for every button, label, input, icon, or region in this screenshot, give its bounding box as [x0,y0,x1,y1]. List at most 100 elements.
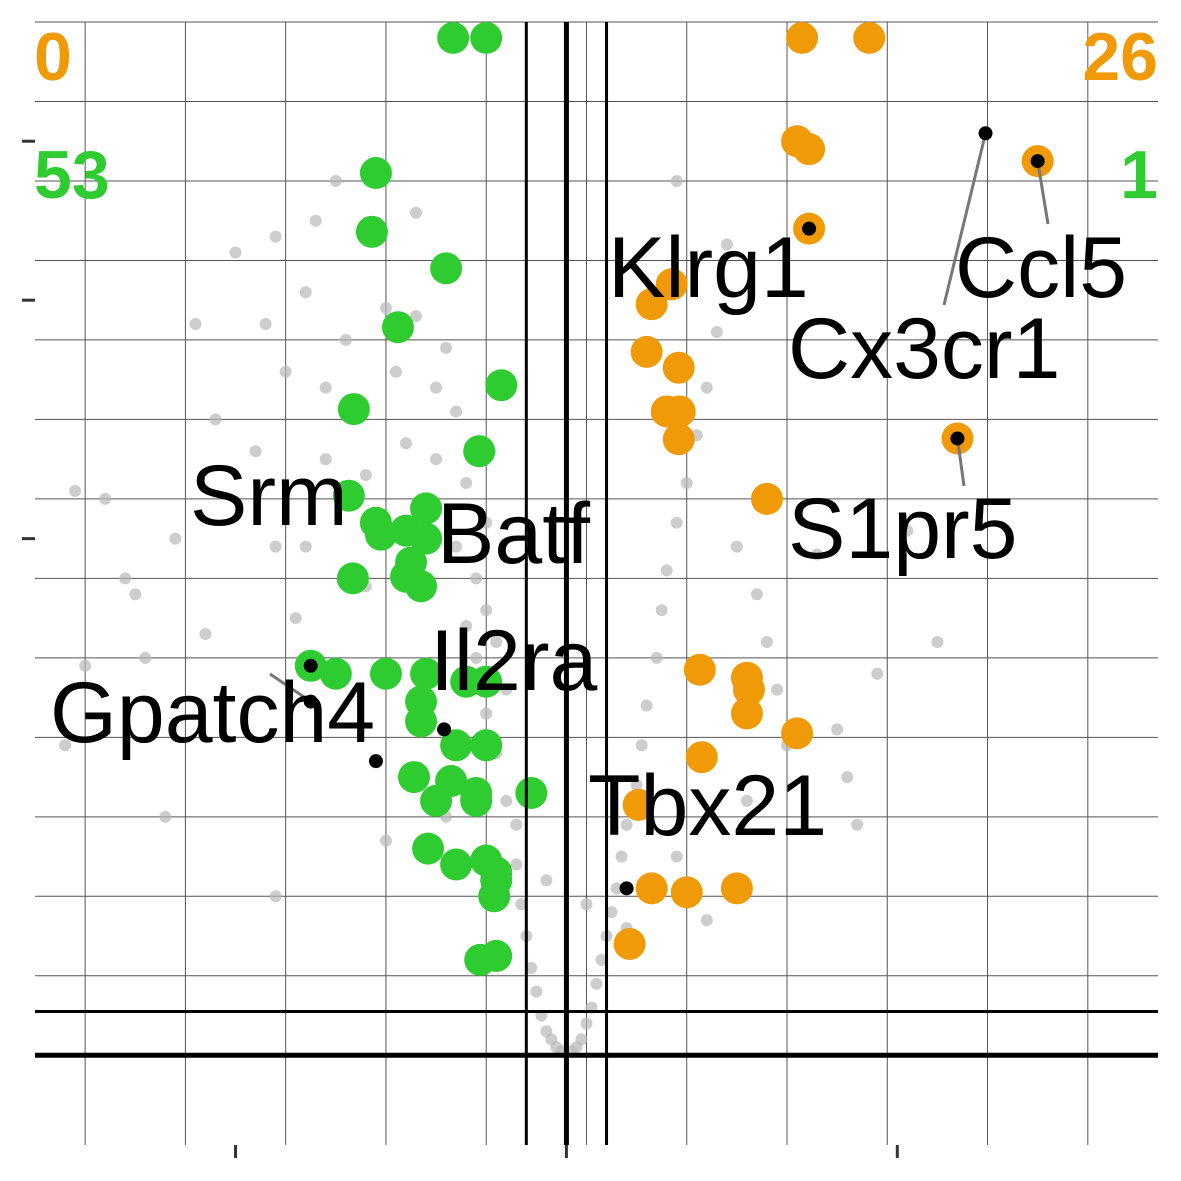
background-point [450,540,463,553]
background-point [660,564,673,577]
up-regulated-point [781,717,814,750]
label-connector [1036,160,1050,225]
background-point [259,318,272,331]
down-regulated-point [381,311,414,344]
background-point [249,445,262,458]
background-point [399,437,412,450]
down-regulated-point [480,939,513,972]
background-point [901,524,914,537]
up-regulated-point [670,876,703,909]
gene-label: Srm [190,448,348,544]
up-regulated-point [750,482,783,515]
background-point [480,604,493,617]
down-regulated-point [440,848,473,881]
background-point [440,341,453,354]
down-regulated-point [410,492,443,525]
up-regulated-point [613,927,646,960]
down-regulated-point [410,522,443,555]
background-point [319,453,332,466]
down-regulated-point [364,518,397,551]
count-right-second: 1 [1120,137,1158,213]
background-point [720,238,733,251]
gene-label: Ccl5 [955,220,1127,316]
background-point [931,635,944,648]
background-point [525,961,538,974]
background-point [740,794,753,807]
background-point [139,651,152,664]
background-point [389,365,402,378]
down-regulated-point [355,215,388,248]
gene-label: Cx3cr1 [788,301,1060,397]
down-regulated-point [336,562,369,595]
label-anchor-dot [1030,154,1045,169]
up-regulated-point [630,335,663,368]
label-anchor-dot [978,126,993,141]
background-point [590,977,603,990]
down-regulated-point [405,570,438,603]
background-point [510,858,523,871]
background-point [871,667,884,680]
up-regulated-point [793,133,826,166]
down-regulated-point [485,369,518,402]
label-connector [955,438,966,487]
background-point [575,1033,588,1046]
background-point [299,286,312,299]
background-point [359,469,372,482]
background-point [851,818,864,831]
up-regulated-point [635,872,668,905]
down-regulated-point [420,784,453,817]
background-point [700,381,713,394]
up-regulated-point [730,697,763,730]
up-regulated-point [683,653,716,686]
up-regulated-point [732,673,765,706]
background-point [530,985,543,998]
background-point [620,818,633,831]
down-regulated-point [478,880,511,913]
background-point [430,381,443,394]
background-point [540,874,553,887]
background-point [730,540,743,553]
background-point [630,779,643,792]
background-point [289,612,302,625]
label-anchor-dot [437,722,452,737]
background-point [299,540,312,553]
background-point [650,651,663,664]
up-regulated-point [786,21,819,54]
background-point [460,476,473,489]
label-anchor-dot [802,221,817,236]
count-right-top: 26 [1082,19,1158,95]
down-regulated-point [470,21,503,54]
background-point [99,492,112,505]
gene-label: Gpatch4 [50,665,375,761]
background-point [79,659,92,672]
down-regulated-point [405,705,438,738]
background-point [169,532,182,545]
label-anchor-dot [950,431,965,446]
background-point [655,604,668,617]
gene-label: S1pr5 [788,481,1018,577]
background-point [410,206,423,219]
background-point [635,739,648,752]
background-point [269,890,282,903]
background-point [680,476,693,489]
background-point [510,818,523,831]
background-point [610,882,623,895]
label-anchor-dot [619,881,634,896]
background-point [515,898,528,911]
down-regulated-point [470,665,503,698]
gene-label: Tbx21 [588,758,827,854]
background-point [159,810,172,823]
up-regulated-point [720,872,753,905]
down-regulated-point [412,832,445,865]
background-point [480,516,493,529]
background-point [430,453,443,466]
background-point [670,174,683,187]
background-point [640,699,653,712]
down-regulated-point [437,21,470,54]
background-point [339,333,352,346]
background-point [580,1017,593,1030]
background-point [470,572,483,585]
up-regulated-point [853,21,886,54]
background-point [700,914,713,927]
label-connector [942,132,987,306]
